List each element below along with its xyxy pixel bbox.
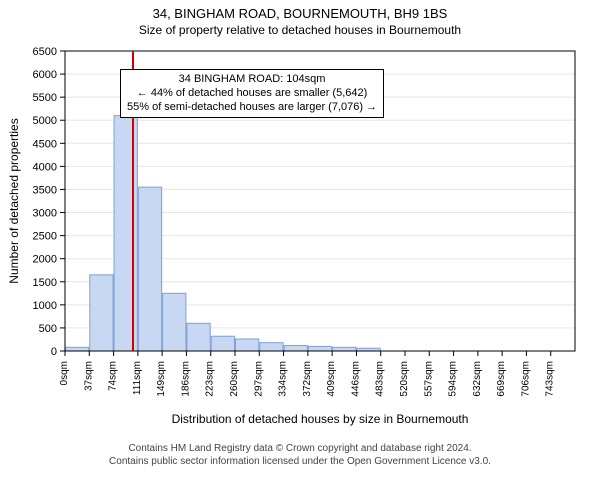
svg-text:6000: 6000 bbox=[33, 69, 57, 81]
svg-text:2500: 2500 bbox=[33, 231, 57, 243]
svg-text:1500: 1500 bbox=[33, 277, 57, 289]
svg-text:Number of detached properties: Number of detached properties bbox=[7, 118, 21, 283]
svg-text:500: 500 bbox=[39, 323, 57, 335]
svg-text:446sqm: 446sqm bbox=[350, 361, 361, 397]
svg-text:4000: 4000 bbox=[33, 161, 57, 173]
svg-text:334sqm: 334sqm bbox=[278, 361, 289, 397]
svg-text:743sqm: 743sqm bbox=[545, 361, 556, 397]
footer-line2: Contains public sector information licen… bbox=[0, 456, 600, 469]
svg-text:632sqm: 632sqm bbox=[472, 361, 483, 397]
svg-text:1000: 1000 bbox=[33, 300, 57, 312]
svg-text:483sqm: 483sqm bbox=[375, 361, 386, 397]
annotation-line3: 55% of semi-detached houses are larger (… bbox=[127, 101, 377, 115]
svg-text:260sqm: 260sqm bbox=[229, 361, 240, 397]
footer-line1: Contains HM Land Registry data © Crown c… bbox=[0, 443, 600, 456]
svg-text:0sqm: 0sqm bbox=[59, 361, 70, 385]
histogram-chart: 0 500 1000 1500 2000 2500 3000 3500 4000 4500 5000… bbox=[0, 41, 600, 441]
svg-text:409sqm: 409sqm bbox=[326, 361, 337, 397]
svg-text:3000: 3000 bbox=[33, 208, 57, 220]
svg-text:5000: 5000 bbox=[33, 115, 57, 127]
svg-text:4500: 4500 bbox=[33, 138, 57, 150]
svg-text:669sqm: 669sqm bbox=[496, 361, 507, 397]
page-title-subtitle: Size of property relative to detached ho… bbox=[0, 21, 600, 37]
svg-text:37sqm: 37sqm bbox=[83, 361, 94, 391]
svg-text:557sqm: 557sqm bbox=[423, 361, 434, 397]
svg-text:0: 0 bbox=[51, 346, 57, 358]
svg-text:149sqm: 149sqm bbox=[156, 361, 167, 397]
annotation-line1: 34 BINGHAM ROAD: 104sqm bbox=[127, 73, 377, 87]
svg-text:5500: 5500 bbox=[33, 92, 57, 104]
annotation-box: 34 BINGHAM ROAD: 104sqm ← 44% of detache… bbox=[120, 69, 384, 118]
svg-text:594sqm: 594sqm bbox=[448, 361, 459, 397]
svg-text:186sqm: 186sqm bbox=[180, 361, 191, 397]
svg-text:Distribution of detached house: Distribution of detached houses by size … bbox=[172, 412, 469, 426]
annotation-line2: ← 44% of detached houses are smaller (5,… bbox=[127, 87, 377, 101]
svg-text:372sqm: 372sqm bbox=[302, 361, 313, 397]
svg-text:520sqm: 520sqm bbox=[399, 361, 410, 397]
page-title-address: 34, BINGHAM ROAD, BOURNEMOUTH, BH9 1BS bbox=[0, 0, 600, 21]
svg-text:3500: 3500 bbox=[33, 184, 57, 196]
svg-text:6500: 6500 bbox=[33, 46, 57, 58]
footer: Contains HM Land Registry data © Crown c… bbox=[0, 443, 600, 468]
svg-text:111sqm: 111sqm bbox=[132, 361, 143, 395]
svg-text:706sqm: 706sqm bbox=[520, 361, 531, 397]
svg-text:297sqm: 297sqm bbox=[253, 361, 264, 397]
svg-text:74sqm: 74sqm bbox=[108, 361, 119, 391]
svg-text:2000: 2000 bbox=[33, 254, 57, 266]
svg-text:223sqm: 223sqm bbox=[205, 361, 216, 397]
